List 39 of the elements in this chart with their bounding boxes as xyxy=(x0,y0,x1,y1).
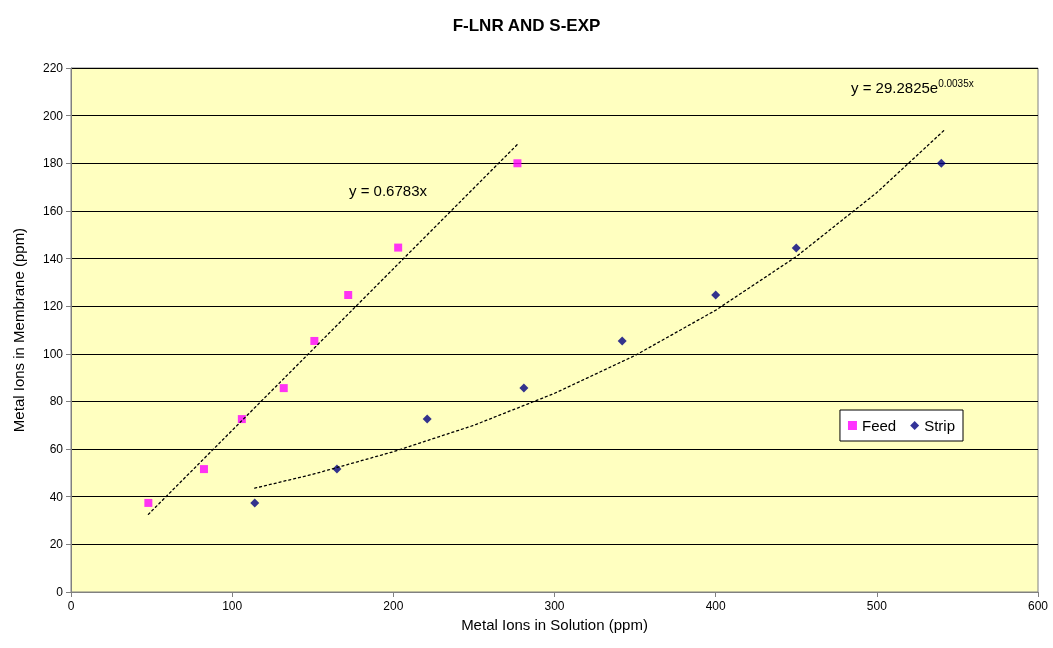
legend-label: Strip xyxy=(924,417,955,434)
point xyxy=(394,243,403,252)
y-tick-label: 0 xyxy=(56,585,64,599)
y-tick-label: 160 xyxy=(42,203,64,218)
x-tick-label: 200 xyxy=(383,599,404,613)
annotation: y = 0.6783x xyxy=(349,182,428,199)
y-tick-label: 220 xyxy=(42,61,64,75)
point xyxy=(279,384,288,393)
point xyxy=(519,383,529,393)
x-tick-label: 400 xyxy=(705,599,726,613)
point xyxy=(310,336,319,345)
y-tick-label: 140 xyxy=(42,251,64,266)
point xyxy=(513,159,522,168)
y-tick-label: 100 xyxy=(42,346,64,361)
x-tick-label: 600 xyxy=(1027,599,1049,613)
x-tick-label: 100 xyxy=(222,599,243,613)
y-tick-label: 60 xyxy=(49,442,64,457)
point xyxy=(344,290,353,299)
y-tick-label: 200 xyxy=(42,108,64,123)
x-tick-label: 300 xyxy=(544,599,565,613)
y-axis-title: Metal Ions in Membrane (ppm) xyxy=(10,227,27,433)
y-tick-label: 80 xyxy=(49,394,64,409)
legend-label: Feed xyxy=(861,417,897,434)
chart-title: F-LNR AND S-EXP xyxy=(452,16,601,35)
point xyxy=(711,290,721,300)
point xyxy=(199,465,208,474)
x-axis-title: Metal Ions in Solution (ppm) xyxy=(461,615,648,633)
y-tick-label: 20 xyxy=(49,537,64,552)
point xyxy=(791,243,801,253)
y-tick-label: 180 xyxy=(42,156,64,171)
point xyxy=(250,498,260,508)
x-tick-label: 0 xyxy=(67,599,75,613)
point xyxy=(617,336,627,346)
point xyxy=(936,158,946,168)
y-tick-label: 40 xyxy=(49,489,64,504)
x-tick-label: 500 xyxy=(866,599,888,613)
y-tick-label: 120 xyxy=(42,299,64,314)
point xyxy=(144,498,153,507)
point xyxy=(422,414,432,424)
